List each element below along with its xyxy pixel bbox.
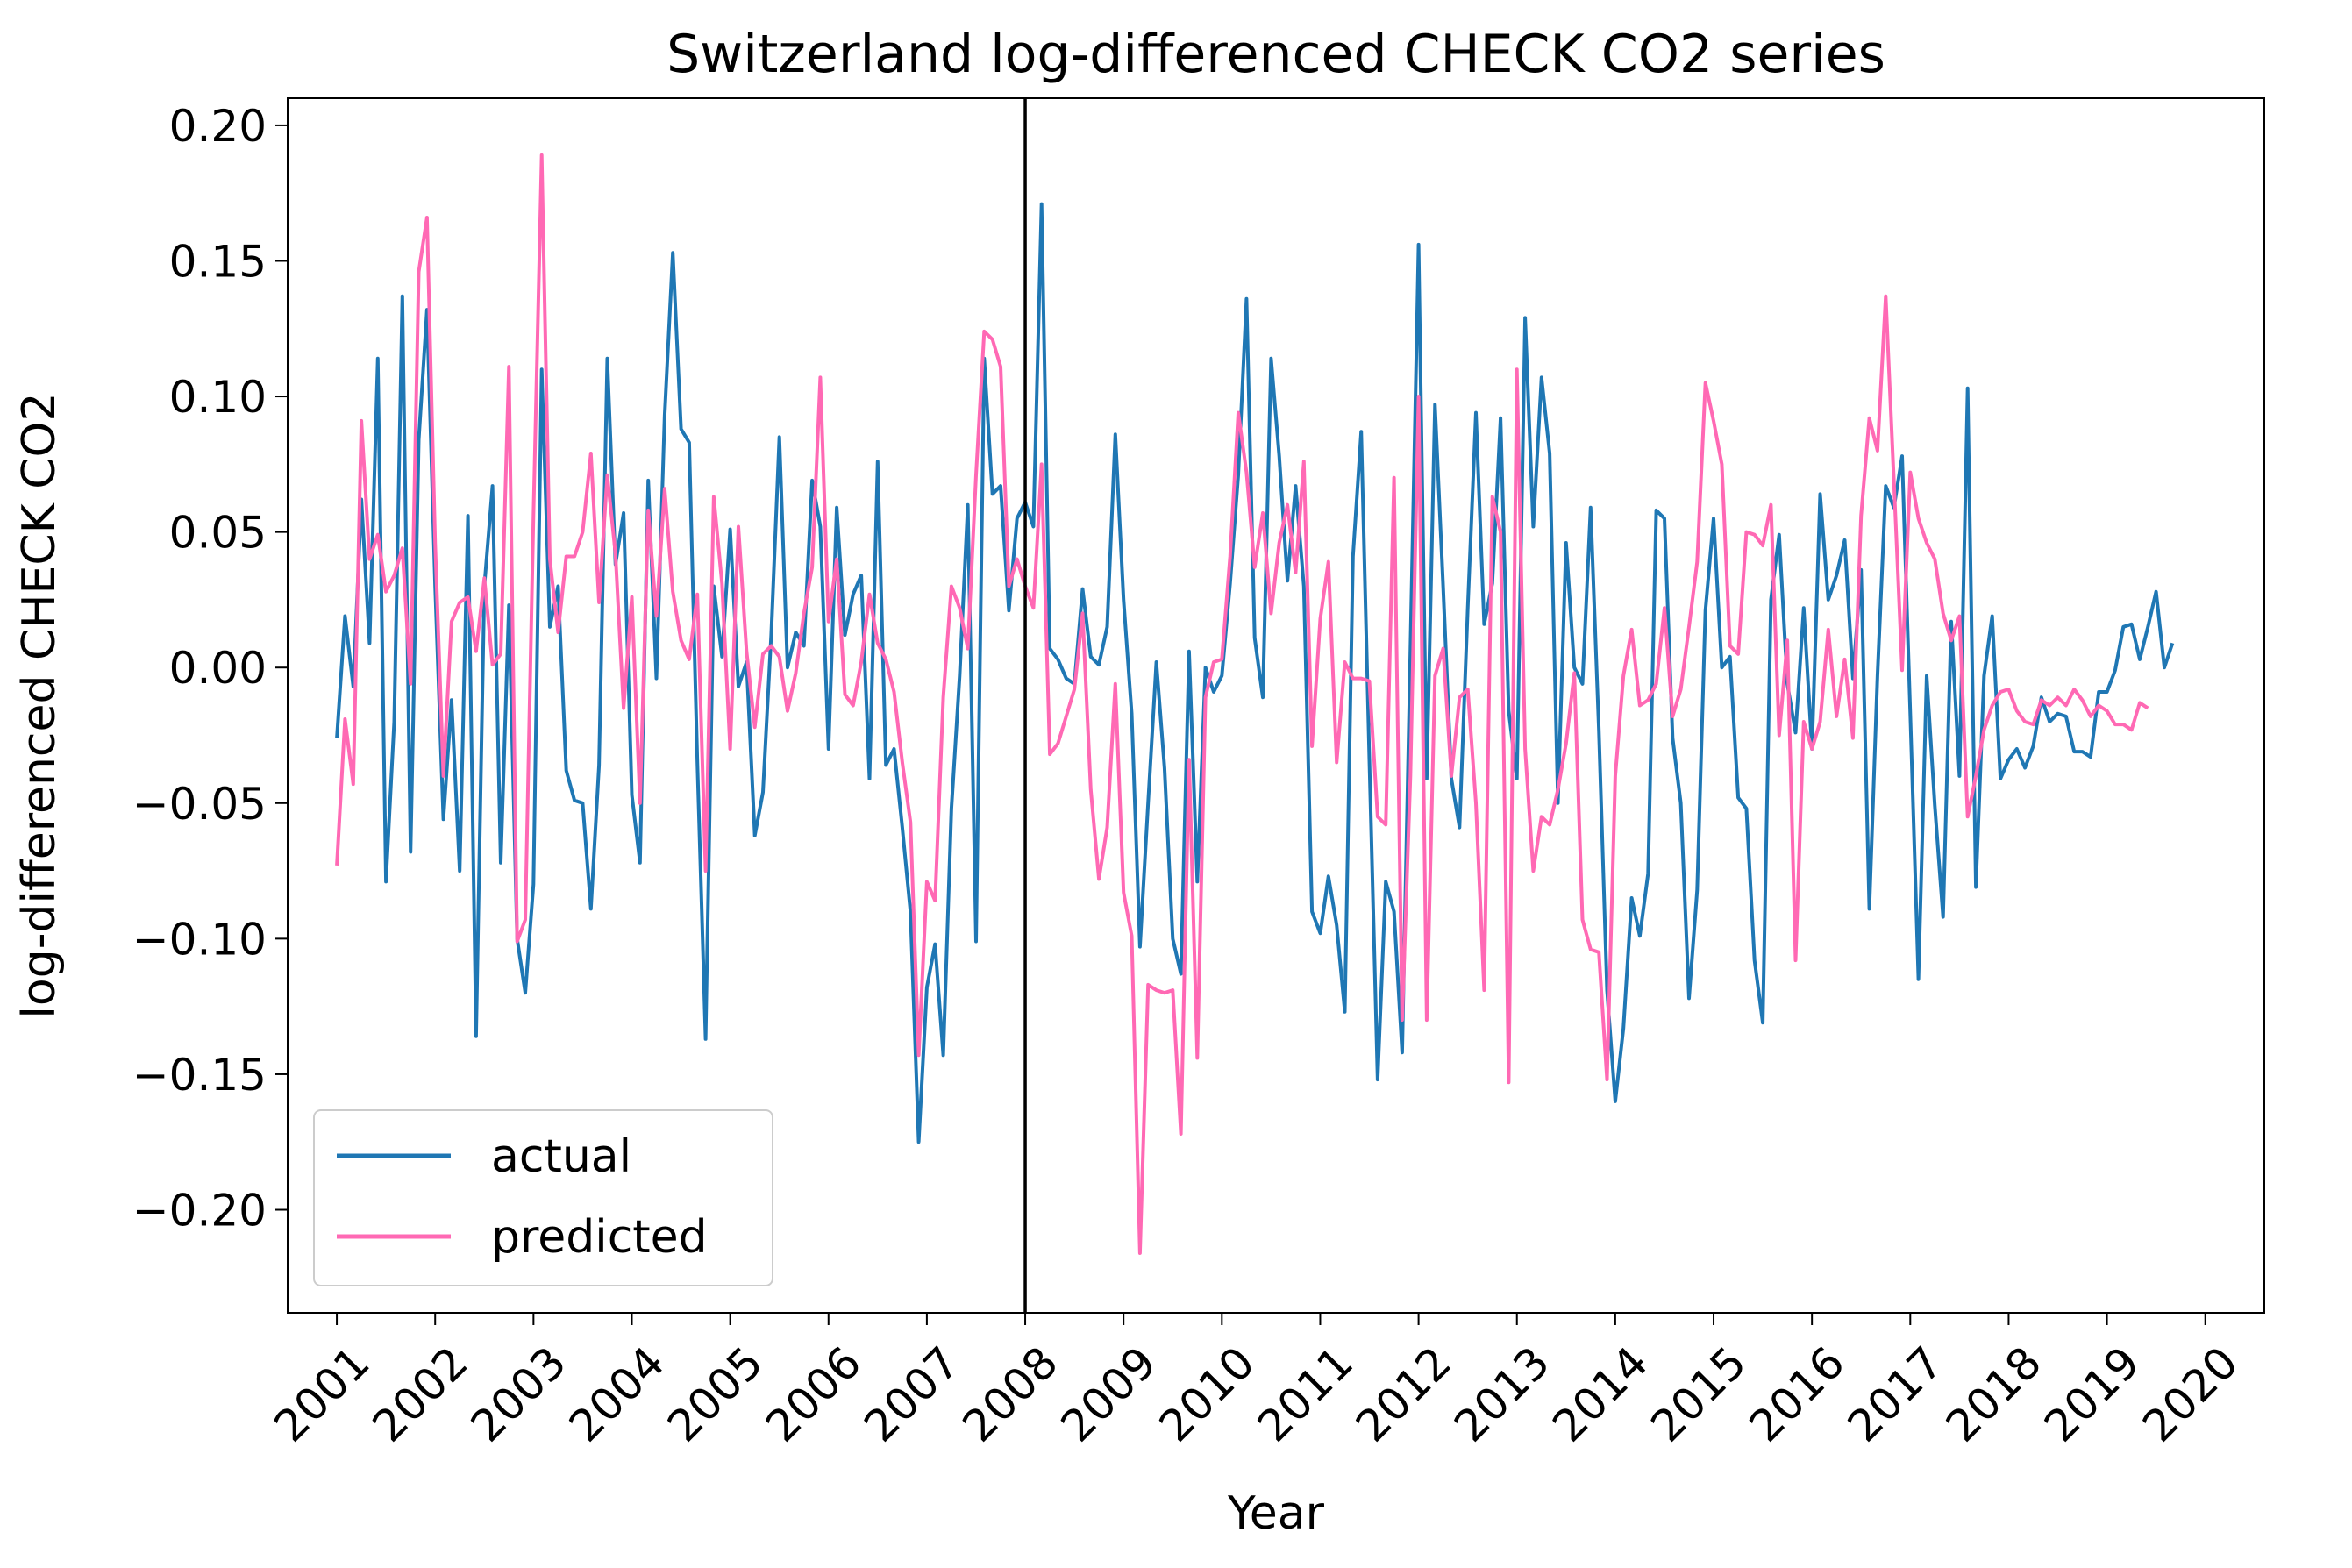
legend-label-predicted: predicted xyxy=(491,1211,708,1264)
x-tick-label: 2016 xyxy=(1740,1336,1855,1451)
series-layer xyxy=(335,153,2175,1255)
x-tick-label: 2003 xyxy=(461,1336,576,1451)
plot-area-frame xyxy=(287,97,2265,1314)
legend: actual predicted xyxy=(313,1109,773,1286)
x-tick-label: 2017 xyxy=(1838,1336,1953,1451)
y-tick-label: −0.10 xyxy=(132,914,267,965)
x-tick-label: 2012 xyxy=(1346,1336,1461,1451)
x-tick-label: 2011 xyxy=(1248,1336,1363,1451)
y-tick-label: 0.05 xyxy=(169,508,267,559)
x-tick-label: 2013 xyxy=(1444,1336,1559,1451)
series-line-actual xyxy=(335,202,2175,1144)
x-tick-label: 2014 xyxy=(1543,1336,1657,1451)
y-tick-label: 0.15 xyxy=(169,236,267,287)
y-tick-label: 0.20 xyxy=(169,101,267,152)
x-tick-label: 2008 xyxy=(953,1336,1068,1451)
x-tick-label: 2020 xyxy=(2133,1336,2248,1451)
x-tick-label: 2001 xyxy=(265,1336,380,1451)
y-tick-label: 0.10 xyxy=(169,372,267,423)
x-axis-label: Year xyxy=(1227,1487,1325,1540)
x-axis: 2001200220032004200520062007200820092010… xyxy=(265,1313,2248,1451)
series-line-predicted xyxy=(335,153,2149,1255)
chart-title: Switzerland log-differenced CHECK CO2 se… xyxy=(666,24,1885,85)
x-tick-label: 2010 xyxy=(1150,1336,1265,1451)
y-tick-label: −0.05 xyxy=(132,779,267,830)
x-tick-label: 2005 xyxy=(658,1336,773,1451)
legend-label-actual: actual xyxy=(491,1130,631,1183)
y-tick-label: 0.00 xyxy=(169,643,267,694)
y-axis: −0.20 −0.15 −0.10 −0.05 0.00 0.05 0.10 0.15 0.20 xyxy=(132,101,288,1237)
x-tick-label: 2018 xyxy=(1936,1336,2051,1451)
x-tick-label: 2002 xyxy=(363,1336,478,1451)
x-tick-label: 2007 xyxy=(854,1336,969,1451)
y-axis-label: log-differenced CHECK CO2 xyxy=(13,392,66,1018)
x-tick-label: 2015 xyxy=(1642,1336,1757,1451)
x-tick-label: 2009 xyxy=(1051,1336,1166,1451)
y-tick-label: −0.15 xyxy=(132,1050,267,1101)
x-tick-label: 2006 xyxy=(756,1336,871,1451)
y-tick-label: −0.20 xyxy=(132,1186,267,1237)
x-tick-label: 2019 xyxy=(2035,1336,2149,1451)
x-tick-label: 2004 xyxy=(559,1336,674,1451)
